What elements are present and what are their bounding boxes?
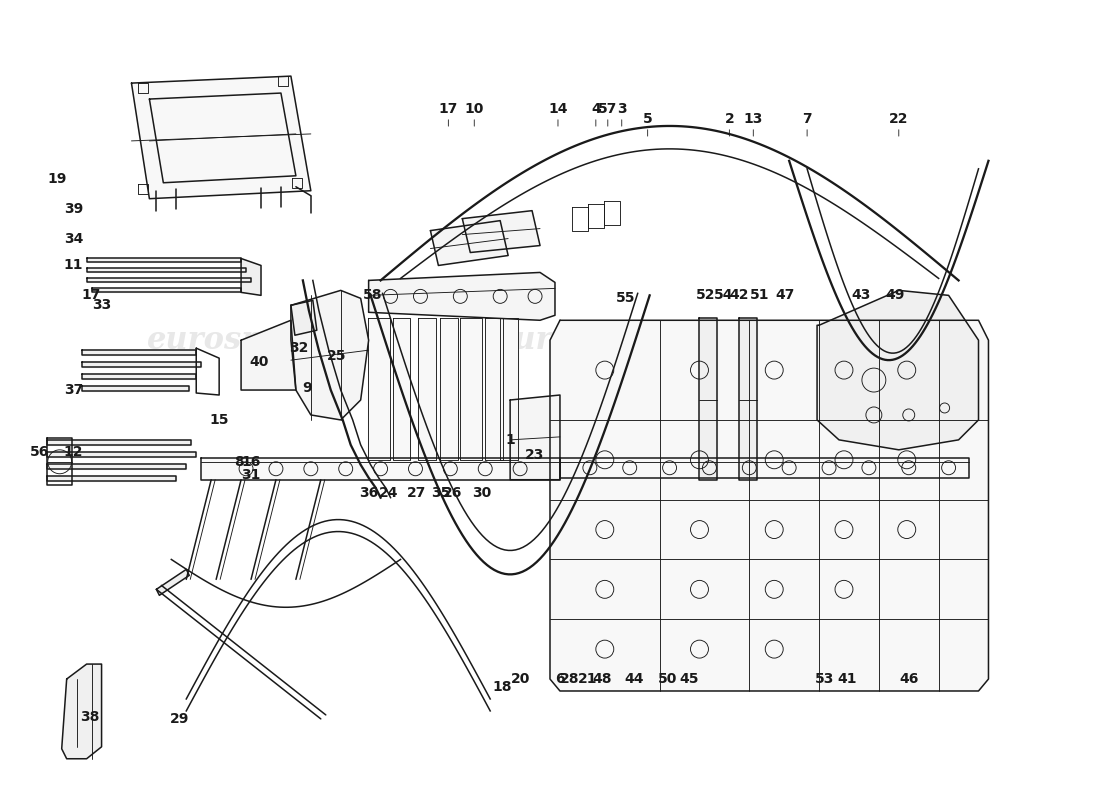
Text: 16: 16 — [241, 454, 261, 469]
Text: eurospares: eurospares — [495, 325, 684, 356]
Text: 18: 18 — [493, 680, 512, 694]
Text: 45: 45 — [680, 672, 700, 686]
Text: 3: 3 — [617, 102, 627, 116]
Text: 37: 37 — [64, 383, 84, 397]
Text: 11: 11 — [64, 258, 84, 273]
Polygon shape — [47, 464, 186, 469]
Polygon shape — [560, 458, 968, 478]
Text: 14: 14 — [548, 102, 568, 116]
Text: 5: 5 — [642, 112, 652, 126]
Text: 2: 2 — [725, 112, 735, 126]
Text: 55: 55 — [616, 291, 636, 306]
Polygon shape — [62, 664, 101, 758]
Text: 38: 38 — [80, 710, 99, 724]
Polygon shape — [460, 318, 482, 460]
Text: 40: 40 — [250, 355, 268, 369]
Text: 4: 4 — [591, 102, 601, 116]
Polygon shape — [739, 318, 757, 480]
Text: 47: 47 — [776, 288, 795, 302]
Text: 1: 1 — [505, 433, 515, 447]
Text: 51: 51 — [749, 288, 769, 302]
Polygon shape — [47, 440, 191, 445]
Text: 31: 31 — [241, 468, 261, 482]
Text: 33: 33 — [92, 298, 111, 312]
Polygon shape — [201, 458, 560, 480]
Text: 48: 48 — [592, 672, 612, 686]
Text: 8: 8 — [234, 454, 244, 469]
Text: 43: 43 — [851, 288, 870, 302]
Text: 25: 25 — [327, 349, 346, 363]
Polygon shape — [440, 318, 459, 460]
Polygon shape — [510, 395, 560, 480]
Polygon shape — [47, 476, 176, 481]
Text: 42: 42 — [729, 288, 749, 302]
Text: 17: 17 — [439, 102, 458, 116]
Polygon shape — [87, 258, 241, 262]
Text: 30: 30 — [473, 486, 492, 500]
Text: 54: 54 — [714, 288, 733, 302]
Polygon shape — [368, 273, 556, 320]
Text: 27: 27 — [407, 486, 426, 500]
Text: 20: 20 — [510, 672, 530, 686]
Polygon shape — [87, 269, 246, 273]
Text: 35: 35 — [431, 486, 450, 500]
Polygon shape — [91, 288, 241, 292]
Text: 44: 44 — [624, 672, 644, 686]
Polygon shape — [81, 362, 201, 367]
Polygon shape — [81, 386, 189, 391]
Text: 49: 49 — [886, 288, 904, 302]
Text: 56: 56 — [30, 445, 50, 459]
Text: 10: 10 — [464, 102, 484, 116]
Text: 28: 28 — [560, 672, 580, 686]
Text: 23: 23 — [526, 448, 544, 462]
Polygon shape — [87, 278, 251, 282]
Polygon shape — [485, 318, 503, 460]
Text: 53: 53 — [815, 672, 835, 686]
Text: 24: 24 — [378, 486, 398, 500]
Text: 34: 34 — [64, 231, 84, 246]
Polygon shape — [241, 258, 261, 295]
Text: 7: 7 — [802, 112, 812, 126]
Text: 36: 36 — [359, 486, 378, 500]
Text: 32: 32 — [289, 341, 309, 355]
Text: 13: 13 — [744, 112, 763, 126]
Text: 52: 52 — [695, 288, 715, 302]
Text: 39: 39 — [64, 202, 84, 216]
Text: 26: 26 — [442, 486, 462, 500]
Polygon shape — [462, 210, 540, 253]
Text: 46: 46 — [899, 672, 918, 686]
Text: 15: 15 — [209, 413, 229, 427]
Polygon shape — [817, 290, 979, 450]
Polygon shape — [700, 318, 717, 480]
Text: 50: 50 — [658, 672, 678, 686]
Polygon shape — [550, 320, 989, 691]
Text: 21: 21 — [579, 672, 597, 686]
Polygon shape — [393, 318, 410, 460]
Text: 29: 29 — [169, 712, 189, 726]
Polygon shape — [241, 320, 296, 390]
Polygon shape — [430, 221, 508, 266]
Polygon shape — [290, 300, 317, 335]
Text: 22: 22 — [889, 112, 909, 126]
Polygon shape — [132, 76, 311, 198]
Text: 12: 12 — [64, 445, 84, 459]
Text: 19: 19 — [47, 172, 66, 186]
Polygon shape — [47, 452, 196, 457]
Polygon shape — [81, 374, 196, 379]
Text: 58: 58 — [363, 288, 383, 302]
Polygon shape — [81, 350, 196, 355]
Polygon shape — [367, 318, 389, 460]
Text: 41: 41 — [837, 672, 857, 686]
Text: 57: 57 — [598, 102, 617, 116]
Polygon shape — [500, 318, 518, 460]
Text: 17: 17 — [81, 288, 101, 302]
Polygon shape — [290, 290, 369, 420]
Text: 6: 6 — [556, 672, 564, 686]
Polygon shape — [418, 318, 437, 460]
Text: eurospares: eurospares — [654, 624, 844, 654]
Polygon shape — [156, 570, 189, 595]
Text: 9: 9 — [302, 381, 311, 395]
Text: eurospares: eurospares — [146, 325, 336, 356]
